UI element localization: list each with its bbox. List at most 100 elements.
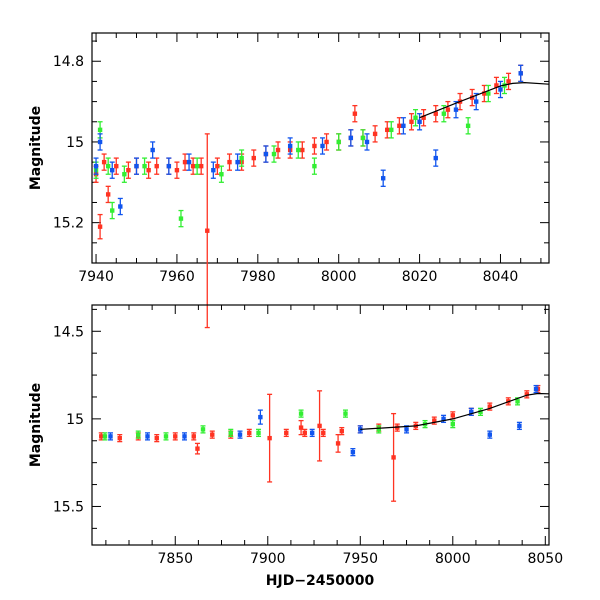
bottom-data-point <box>478 409 483 415</box>
top-data-points <box>93 64 524 329</box>
top-data-point <box>97 139 103 145</box>
top-data-point <box>482 91 487 96</box>
top-data-point <box>465 123 471 129</box>
top-x-tick-label: 7980 <box>240 269 276 285</box>
top-data-point <box>101 159 107 165</box>
top-data-point <box>486 91 491 96</box>
top-data-point <box>275 147 281 153</box>
bottom-data-point <box>487 432 492 437</box>
top-data-point <box>194 163 200 169</box>
top-data-point <box>105 192 111 197</box>
top-data-point <box>352 111 358 116</box>
bottom-data-point <box>258 414 263 420</box>
top-data-point <box>105 163 111 169</box>
bottom-x-tick-label: 8050 <box>527 551 563 567</box>
bottom-y-tick-label: 15 <box>66 412 84 428</box>
top-data-point <box>372 131 378 137</box>
top-panel: 7940 7960 7980 8000 8020 8040 14.8 15 15.2 Magni… <box>28 32 550 329</box>
bottom-data-point <box>404 427 409 432</box>
top-x-tick-label: 8040 <box>483 269 519 285</box>
bottom-x-tick-label: 7850 <box>157 551 193 567</box>
top-y-tick-label: 15.2 <box>53 216 84 232</box>
bottom-data-point <box>298 411 304 416</box>
top-data-point <box>114 163 119 169</box>
top-data-point <box>97 127 103 133</box>
top-plot-frame <box>91 32 550 264</box>
top-data-point <box>110 208 115 213</box>
bottom-data-point <box>515 399 520 404</box>
top-data-point <box>397 123 402 129</box>
top-data-point <box>271 151 277 157</box>
top-data-point <box>320 143 325 149</box>
bottom-data-point <box>99 434 104 439</box>
bottom-data-point <box>432 418 437 423</box>
top-data-point <box>239 155 244 161</box>
top-data-point <box>134 163 139 169</box>
bottom-data-points <box>98 384 541 502</box>
bottom-data-point <box>317 423 322 429</box>
bottom-data-point <box>145 434 150 439</box>
bottom-data-point <box>533 386 539 392</box>
bottom-y-tick-label: 15.5 <box>53 499 84 515</box>
top-data-point <box>312 143 317 149</box>
top-data-point <box>433 155 438 161</box>
bottom-x-tick-label: 7950 <box>342 551 378 567</box>
top-data-point <box>174 167 180 173</box>
bottom-plot-frame <box>91 304 550 546</box>
top-data-point <box>182 159 188 165</box>
bottom-data-point <box>302 430 307 436</box>
top-data-point <box>97 224 103 229</box>
top-data-point <box>300 147 305 153</box>
bottom-data-point <box>376 427 381 432</box>
top-data-point <box>178 216 184 221</box>
top-data-point <box>198 163 204 169</box>
top-data-point <box>348 135 354 141</box>
bottom-data-point <box>210 432 215 437</box>
bottom-data-point <box>391 455 396 460</box>
top-data-point <box>494 83 499 88</box>
bottom-data-point <box>487 404 492 409</box>
top-y-axis-label: Magnitude <box>28 106 44 190</box>
top-data-point <box>312 163 317 169</box>
bottom-data-point <box>358 427 363 432</box>
bottom-data-point <box>154 435 159 441</box>
top-data-point <box>287 143 293 149</box>
top-data-point <box>421 115 426 120</box>
bottom-data-point <box>517 423 522 429</box>
top-data-point <box>263 151 269 157</box>
top-data-point <box>166 163 172 169</box>
top-data-point <box>146 167 151 173</box>
top-data-point <box>417 119 422 124</box>
top-data-point <box>118 204 123 209</box>
bottom-data-point <box>309 430 315 436</box>
bottom-data-point <box>524 392 529 397</box>
bottom-panel: 7850 7900 7950 8000 8050 14.5 15 15.5 Magnitude… <box>28 304 563 589</box>
bottom-data-point <box>117 435 122 441</box>
top-data-point <box>336 139 341 145</box>
top-data-point <box>401 123 406 129</box>
bottom-tick-marks <box>92 305 549 545</box>
bottom-data-point <box>102 434 108 439</box>
bottom-data-point <box>450 421 455 427</box>
top-data-point <box>413 115 418 120</box>
top-data-point <box>122 172 127 177</box>
top-data-point <box>385 127 390 133</box>
bottom-data-point <box>173 434 178 439</box>
top-data-point <box>360 135 366 141</box>
bottom-data-point <box>441 416 446 422</box>
top-x-tick-label: 8000 <box>321 269 357 285</box>
top-data-point <box>441 111 447 116</box>
bottom-data-point <box>335 441 341 446</box>
top-data-point <box>324 139 329 145</box>
bottom-y-axis-label: Magnitude <box>28 383 44 467</box>
x-axis-label: HJD−2450000 <box>266 573 375 589</box>
top-data-point <box>409 119 414 124</box>
bottom-data-point <box>195 446 200 451</box>
bottom-data-point <box>200 427 206 432</box>
top-data-point <box>251 155 256 161</box>
bottom-y-tick-label: 14.5 <box>53 324 84 340</box>
top-data-point <box>380 176 386 181</box>
bottom-data-point <box>450 413 455 418</box>
bottom-data-point <box>469 409 474 415</box>
top-data-point <box>453 107 459 112</box>
